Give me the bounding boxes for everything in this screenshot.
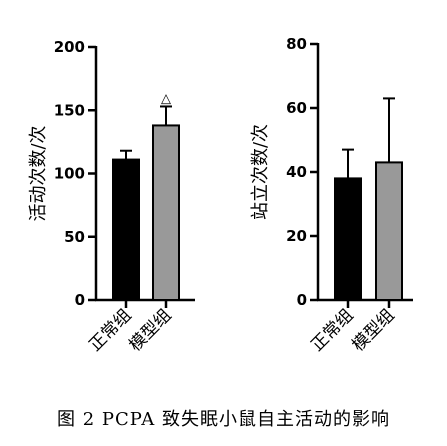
y-tick-label: 60 xyxy=(286,99,307,117)
x-tick-label: 模型组 xyxy=(348,305,398,355)
y-tick-label: 100 xyxy=(54,165,85,183)
y-axis-title: 站立次数/次 xyxy=(250,124,271,220)
x-tick-label: 模型组 xyxy=(125,305,175,355)
bar xyxy=(375,161,403,301)
y-tick-label: 0 xyxy=(297,291,307,309)
y-tick-label: 150 xyxy=(54,101,85,119)
bar xyxy=(112,158,140,301)
bar xyxy=(152,124,180,302)
figure-caption: 图 2 PCPA 致失眠小鼠自主活动的影响 xyxy=(57,409,390,430)
x-tick-label: 正常组 xyxy=(85,305,135,355)
y-tick-label: 200 xyxy=(54,38,85,56)
y-axis-title: 活动次数/次 xyxy=(28,125,49,221)
y-tick-label: 0 xyxy=(75,291,85,309)
y-tick-label: 50 xyxy=(64,228,85,246)
bar xyxy=(334,177,362,301)
significance-marker: △ xyxy=(161,91,171,106)
y-tick-label: 80 xyxy=(286,35,307,53)
y-tick-label: 40 xyxy=(286,163,307,181)
y-tick-label: 20 xyxy=(286,227,307,245)
x-tick-label: 正常组 xyxy=(307,305,357,355)
